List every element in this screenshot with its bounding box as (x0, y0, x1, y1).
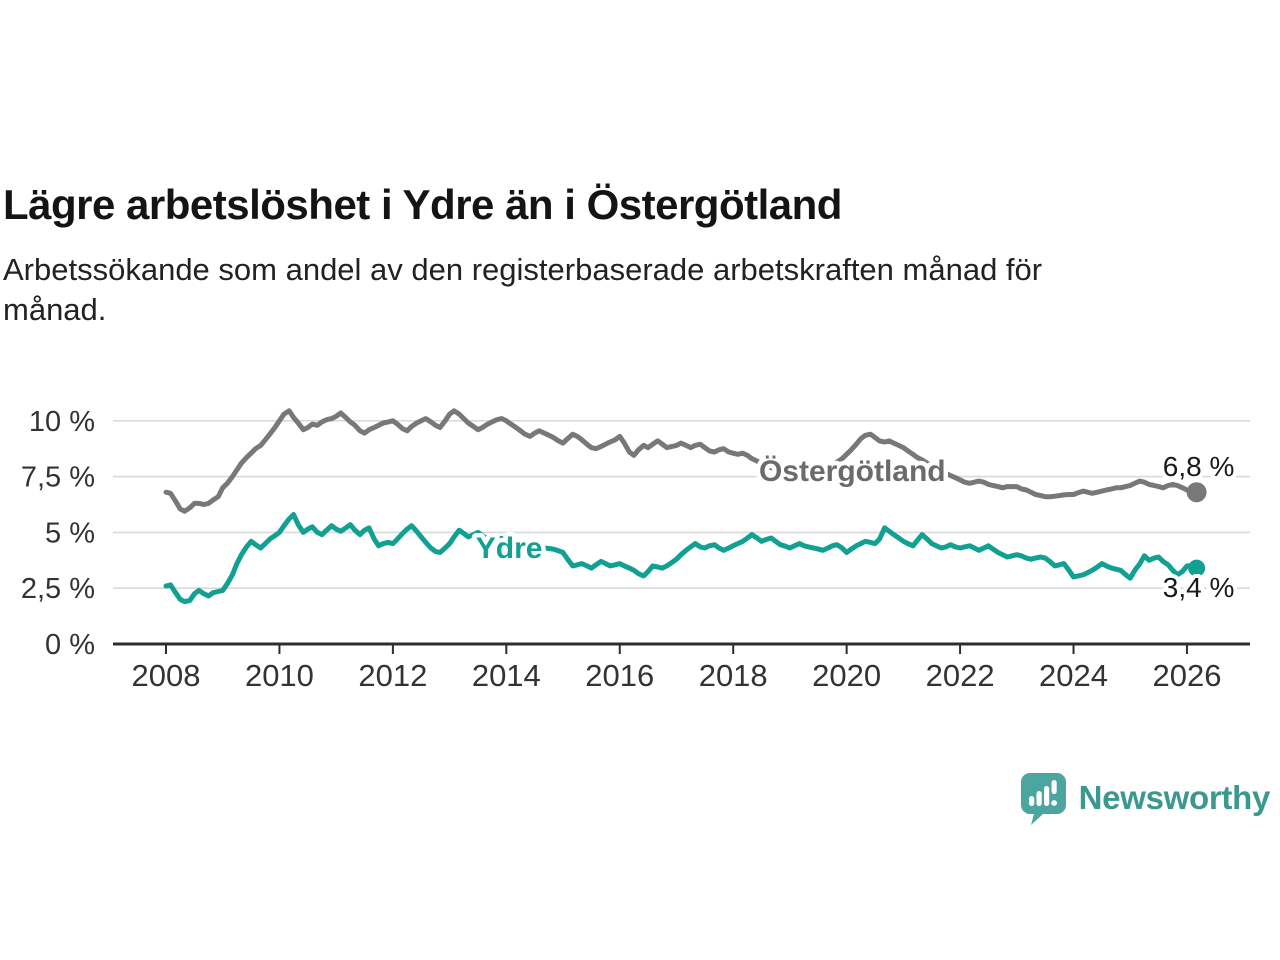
x-tick-label-2024: 2024 (1039, 658, 1108, 693)
chart-canvas: 2008 2010 2012 2014 2016 2018 2020 2022 2024 2026… (21, 406, 1250, 693)
subtitle-line-1: Arbetssökande som andel av den registerb… (3, 252, 1043, 287)
logo-exclamation-bar (1051, 779, 1057, 794)
series-end-dot-Ydre (1188, 559, 1206, 577)
y-tick-label-0: 0 % (45, 629, 95, 661)
x-tick-label-2018: 2018 (699, 658, 768, 693)
logo-bar-1 (1028, 795, 1034, 806)
x-tick-label-2008: 2008 (132, 658, 201, 693)
x-tick-label-2014: 2014 (472, 658, 541, 693)
y-tick-label-4: 10 % (29, 406, 95, 438)
newsworthy-logo-text: Newsworthy (1078, 779, 1271, 816)
x-tick-label-2016: 2016 (585, 658, 654, 693)
series-line-Ydre (163, 512, 1200, 605)
series-end-label-Östergötland: 6,8 % (1163, 451, 1235, 482)
newsworthy-branding: Newsworthy (1020, 770, 1270, 826)
unemployment-line-chart: 2008 2010 2012 2014 2016 2018 2020 2022 2024 2026… (0, 380, 1280, 720)
series-line-Östergötland (163, 408, 1200, 514)
x-tick-label-2020: 2020 (812, 658, 881, 693)
x-tick-label-2026: 2026 (1152, 658, 1221, 693)
logo-bar-2 (1036, 790, 1042, 806)
chart-subtitle: Arbetssökande som andel av den registerb… (3, 250, 1223, 330)
page-title: Lägre arbetslöshet i Ydre än i Östergötl… (3, 181, 842, 229)
series-label-Östergötland: Östergötland (759, 455, 946, 488)
series-label-Ydre: Ydre (476, 532, 543, 565)
y-tick-label-2: 5 % (45, 517, 95, 549)
y-tick-label-1: 2,5 % (21, 573, 95, 605)
y-tick-label-3: 7,5 % (21, 462, 95, 494)
subtitle-line-2: månad. (3, 292, 107, 327)
series-end-label-Ydre: 3,4 % (1163, 572, 1235, 603)
x-tick-label-2012: 2012 (358, 658, 427, 693)
x-tick-label-2022: 2022 (926, 658, 995, 693)
logo-bar-3 (1043, 785, 1049, 806)
logo-exclamation-dot (1050, 799, 1057, 806)
series-end-dot-Östergötland (1186, 482, 1207, 503)
newsworthy-logo-icon (1020, 772, 1066, 825)
x-tick-label-2010: 2010 (245, 658, 314, 693)
